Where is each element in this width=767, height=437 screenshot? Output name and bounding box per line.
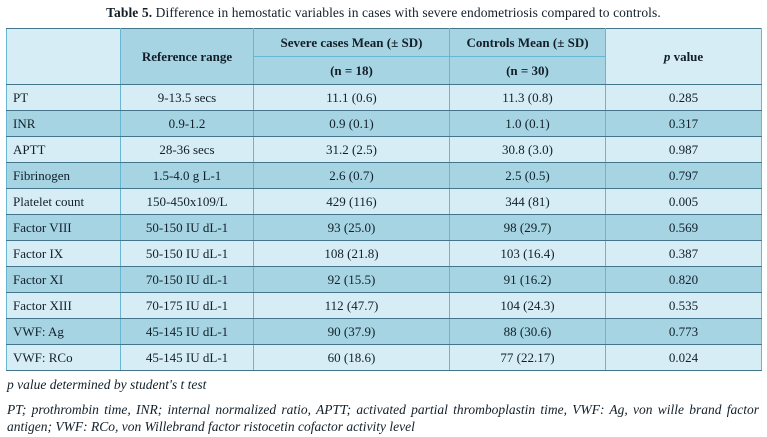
reference-range-cell: 9-13.5 secs	[120, 84, 254, 111]
p-value-cell: 0.773	[605, 318, 762, 345]
p-value-cell: 0.987	[605, 136, 762, 163]
severe-mean-cell: 429 (116)	[253, 188, 450, 215]
reference-range-cell: 150-450x109/L	[120, 188, 254, 215]
reference-range-cell: 70-150 IU dL-1	[120, 266, 254, 293]
table-row: Factor IX 50-150 IU dL-1 108 (21.8) 103 …	[6, 240, 762, 267]
table-row: INR 0.9-1.2 0.9 (0.1) 1.0 (0.1) 0.317	[6, 110, 762, 137]
header-severe-cases: Severe cases Mean (± SD)	[253, 28, 450, 57]
severe-mean-cell: 93 (25.0)	[253, 214, 450, 241]
row-label-cell: PT	[6, 84, 121, 111]
reference-range-cell: 0.9-1.2	[120, 110, 254, 137]
row-label-cell: Factor VIII	[6, 214, 121, 241]
header-corner-cell	[6, 28, 121, 85]
table-caption-text: Difference in hemostatic variables in ca…	[152, 5, 661, 20]
table-caption-number: Table 5.	[106, 5, 153, 20]
severe-mean-cell: 2.6 (0.7)	[253, 162, 450, 189]
header-controls: Controls Mean (± SD)	[449, 28, 606, 57]
row-label-cell: VWF: RCo	[6, 344, 121, 371]
controls-mean-cell: 98 (29.7)	[449, 214, 606, 241]
table-row: Fibrinogen 1.5-4.0 g L-1 2.6 (0.7) 2.5 (…	[6, 162, 762, 189]
reference-range-cell: 28-36 secs	[120, 136, 254, 163]
table-row: APTT 28-36 secs 31.2 (2.5) 30.8 (3.0) 0.…	[6, 136, 762, 163]
severe-mean-cell: 92 (15.5)	[253, 266, 450, 293]
row-label-cell: VWF: Ag	[6, 318, 121, 345]
footnotes: p value determined by student's t test P…	[7, 377, 761, 435]
reference-range-cell: 45-145 IU dL-1	[120, 318, 254, 345]
severe-mean-cell: 90 (37.9)	[253, 318, 450, 345]
reference-range-cell: 45-145 IU dL-1	[120, 344, 254, 371]
reference-range-cell: 1.5-4.0 g L-1	[120, 162, 254, 189]
controls-mean-cell: 77 (22.17)	[449, 344, 606, 371]
p-value-cell: 0.569	[605, 214, 762, 241]
p-value-cell: 0.024	[605, 344, 762, 371]
controls-mean-cell: 30.8 (3.0)	[449, 136, 606, 163]
table-row: VWF: Ag 45-145 IU dL-1 90 (37.9) 88 (30.…	[6, 318, 762, 345]
footnote-p-value-method: p value determined by student's t test	[7, 377, 207, 392]
controls-mean-cell: 88 (30.6)	[449, 318, 606, 345]
row-label-cell: Factor XI	[6, 266, 121, 293]
reference-range-cell: 50-150 IU dL-1	[120, 214, 254, 241]
header-p-label: value	[670, 48, 704, 64]
controls-mean-cell: 344 (81)	[449, 188, 606, 215]
controls-mean-cell: 2.5 (0.5)	[449, 162, 606, 189]
controls-mean-cell: 104 (24.3)	[449, 292, 606, 319]
severe-mean-cell: 108 (21.8)	[253, 240, 450, 267]
controls-mean-cell: 1.0 (0.1)	[449, 110, 606, 137]
severe-mean-cell: 31.2 (2.5)	[253, 136, 450, 163]
table-row: Factor XI 70-150 IU dL-1 92 (15.5) 91 (1…	[6, 266, 762, 293]
p-value-cell: 0.820	[605, 266, 762, 293]
row-label-cell: APTT	[6, 136, 121, 163]
row-label-cell: Fibrinogen	[6, 162, 121, 189]
p-value-cell: 0.317	[605, 110, 762, 137]
reference-range-cell: 70-175 IU dL-1	[120, 292, 254, 319]
row-label-cell: Platelet count	[6, 188, 121, 215]
severe-mean-cell: 112 (47.7)	[253, 292, 450, 319]
row-label-cell: Factor XIII	[6, 292, 121, 319]
hemostatic-variables-table: Reference range Severe cases Mean (± SD)…	[6, 28, 762, 371]
header-p-value: p value	[605, 28, 762, 85]
p-value-cell: 0.005	[605, 188, 762, 215]
table-body: PT 9-13.5 secs 11.1 (0.6) 11.3 (0.8) 0.2…	[6, 84, 762, 371]
controls-mean-cell: 11.3 (0.8)	[449, 84, 606, 111]
controls-mean-cell: 103 (16.4)	[449, 240, 606, 267]
header-severe-n: (n = 18)	[253, 56, 450, 85]
table-row: VWF: RCo 45-145 IU dL-1 60 (18.6) 77 (22…	[6, 344, 762, 371]
table-header: Reference range Severe cases Mean (± SD)…	[6, 28, 762, 85]
p-value-cell: 0.387	[605, 240, 762, 267]
footnote-abbreviations: PT; prothrombin time, INR; internal norm…	[7, 402, 759, 434]
table-row: Platelet count 150-450x109/L 429 (116) 3…	[6, 188, 762, 215]
row-label-cell: Factor IX	[6, 240, 121, 267]
header-p-symbol: p	[663, 48, 671, 64]
p-value-cell: 0.285	[605, 84, 762, 111]
controls-mean-cell: 91 (16.2)	[449, 266, 606, 293]
header-controls-n: (n = 30)	[449, 56, 606, 85]
table-row: Factor VIII 50-150 IU dL-1 93 (25.0) 98 …	[6, 214, 762, 241]
severe-mean-cell: 60 (18.6)	[253, 344, 450, 371]
p-value-cell: 0.535	[605, 292, 762, 319]
table-caption: Table 5. Difference in hemostatic variab…	[0, 0, 767, 21]
p-value-cell: 0.797	[605, 162, 762, 189]
table-row: PT 9-13.5 secs 11.1 (0.6) 11.3 (0.8) 0.2…	[6, 84, 762, 111]
header-reference-range: Reference range	[120, 28, 254, 85]
row-label-cell: INR	[6, 110, 121, 137]
severe-mean-cell: 0.9 (0.1)	[253, 110, 450, 137]
severe-mean-cell: 11.1 (0.6)	[253, 84, 450, 111]
reference-range-cell: 50-150 IU dL-1	[120, 240, 254, 267]
table-row: Factor XIII 70-175 IU dL-1 112 (47.7) 10…	[6, 292, 762, 319]
